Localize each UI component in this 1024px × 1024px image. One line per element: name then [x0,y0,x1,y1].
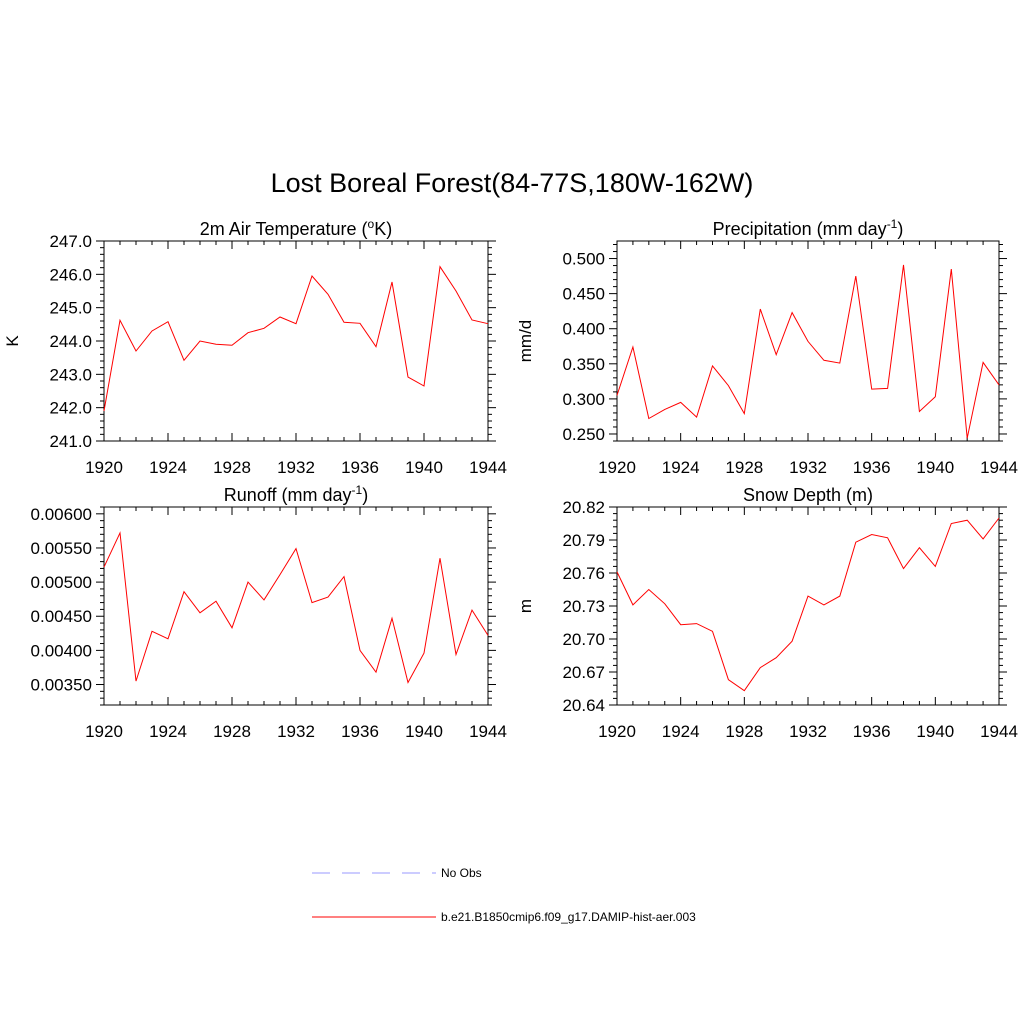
y-tick-label: 243.0 [49,365,92,384]
legend: No Obs b.e21.B1850cmip6.f09_g17.DAMIP-his… [312,866,696,924]
panel-title-text: 2m Air Temperature ( [200,219,368,239]
legend-label-1: No Obs [441,866,482,880]
y-tick-label: 0.00350 [31,676,92,695]
plot-frame [616,506,1000,706]
y-tick-label: 0.00600 [31,505,92,524]
x-tick-label: 1924 [149,458,187,477]
y-tick-label: 20.67 [562,663,605,682]
x-tick-label: 1928 [213,722,251,741]
figure-title: Lost Boreal Forest(84-77S,180W-162W) [270,168,754,198]
x-tick-label: 1936 [341,722,379,741]
panel-title: Precipitation (mm day-1) [713,217,904,239]
panel-title-text-end: ) [362,485,368,505]
panel-title-superscript: -1 [352,483,363,497]
x-tick-label: 1928 [725,722,763,741]
x-tick-label: 1944 [980,722,1018,741]
x-tick-label: 1920 [85,722,123,741]
panel-title-superscript: -1 [887,217,898,231]
plot-frame [103,506,489,706]
x-tick-label: 1932 [277,458,315,477]
series-line-1 [103,531,489,684]
y-tick-label: 20.73 [562,597,605,616]
x-tick-label: 1936 [853,458,891,477]
y-tick-label: 0.250 [562,425,605,444]
x-tick-label: 1920 [85,458,123,477]
series-line-1 [616,517,1000,692]
panel-title-text-end: K) [374,219,392,239]
y-tick-label: 0.350 [562,355,605,374]
x-tick-label: 1928 [725,458,763,477]
x-tick-label: 1936 [341,458,379,477]
y-tick-label: 0.400 [562,320,605,339]
y-tick-label: 0.00500 [31,573,92,592]
y-tick-label: 244.0 [49,332,92,351]
x-tick-label: 1920 [598,458,636,477]
y-tick-label: 246.0 [49,265,92,284]
y-tick-label: 0.00550 [31,539,92,558]
x-tick-label: 1924 [662,722,700,741]
x-tick-label: 1928 [213,458,251,477]
x-tick-label: 1932 [789,722,827,741]
y-tick-label: 245.0 [49,299,92,318]
y-tick-label: 20.79 [562,531,605,550]
legend-label-2: b.e21.B1850cmip6.f09_g17.DAMIP-hist-aer.… [441,910,696,924]
x-tick-label: 1940 [916,458,954,477]
x-tick-label: 1920 [598,722,636,741]
y-axis-label: mm/d [516,320,535,363]
y-tick-label: 20.76 [562,564,605,583]
panel-title-text: Snow Depth (m) [743,485,873,505]
x-tick-label: 1944 [469,458,507,477]
y-tick-label: 20.64 [562,696,605,715]
series-line-1 [616,264,1000,439]
x-tick-label: 1936 [853,722,891,741]
x-tick-label: 1924 [149,722,187,741]
panel-title: Runoff (mm day-1) [224,483,368,505]
panel-4: 1920 1924 1928 1932 1936 1940 1944 20.64 20.67 20… [516,485,1018,741]
x-tick-label: 1940 [405,458,443,477]
y-axis-label: m [516,599,535,613]
y-tick-label: 0.00400 [31,641,92,660]
y-tick-label: 0.00450 [31,607,92,626]
x-tick-label: 1924 [662,458,700,477]
panel-title-text: Precipitation (mm day [713,219,887,239]
y-tick-label: 0.450 [562,285,605,304]
x-tick-label: 1932 [277,722,315,741]
y-tick-label: 247.0 [49,232,92,251]
series-line-1 [103,265,489,412]
y-axis-label: K [3,335,22,347]
y-tick-label: 20.70 [562,630,605,649]
panel-title: Snow Depth (m) [743,485,873,505]
x-tick-label: 1932 [789,458,827,477]
panel-title-text: Runoff (mm day [224,485,352,505]
x-tick-label: 1940 [916,722,954,741]
panel-title-superscript: o [368,217,375,231]
y-tick-label: 242.0 [49,399,92,418]
panel-3: 1920 1924 1928 1932 1936 1940 1944 0.00350 0.004… [31,483,507,741]
y-tick-label: 0.500 [562,250,605,269]
y-tick-label: 20.82 [562,498,605,517]
y-tick-label: 0.300 [562,390,605,409]
y-tick-label: 241.0 [49,432,92,451]
x-tick-label: 1944 [469,722,507,741]
x-tick-label: 1940 [405,722,443,741]
x-tick-label: 1944 [980,458,1018,477]
panel-1: 1920 1924 1928 1932 1936 1940 1944 241.0 242.0 24… [3,217,507,477]
panel-title-text-end: ) [897,219,903,239]
panel-title: 2m Air Temperature (oK) [200,217,392,239]
panel-2: 1920 1924 1928 1932 1936 1940 1944 0.250 0.300 0.… [516,217,1018,477]
